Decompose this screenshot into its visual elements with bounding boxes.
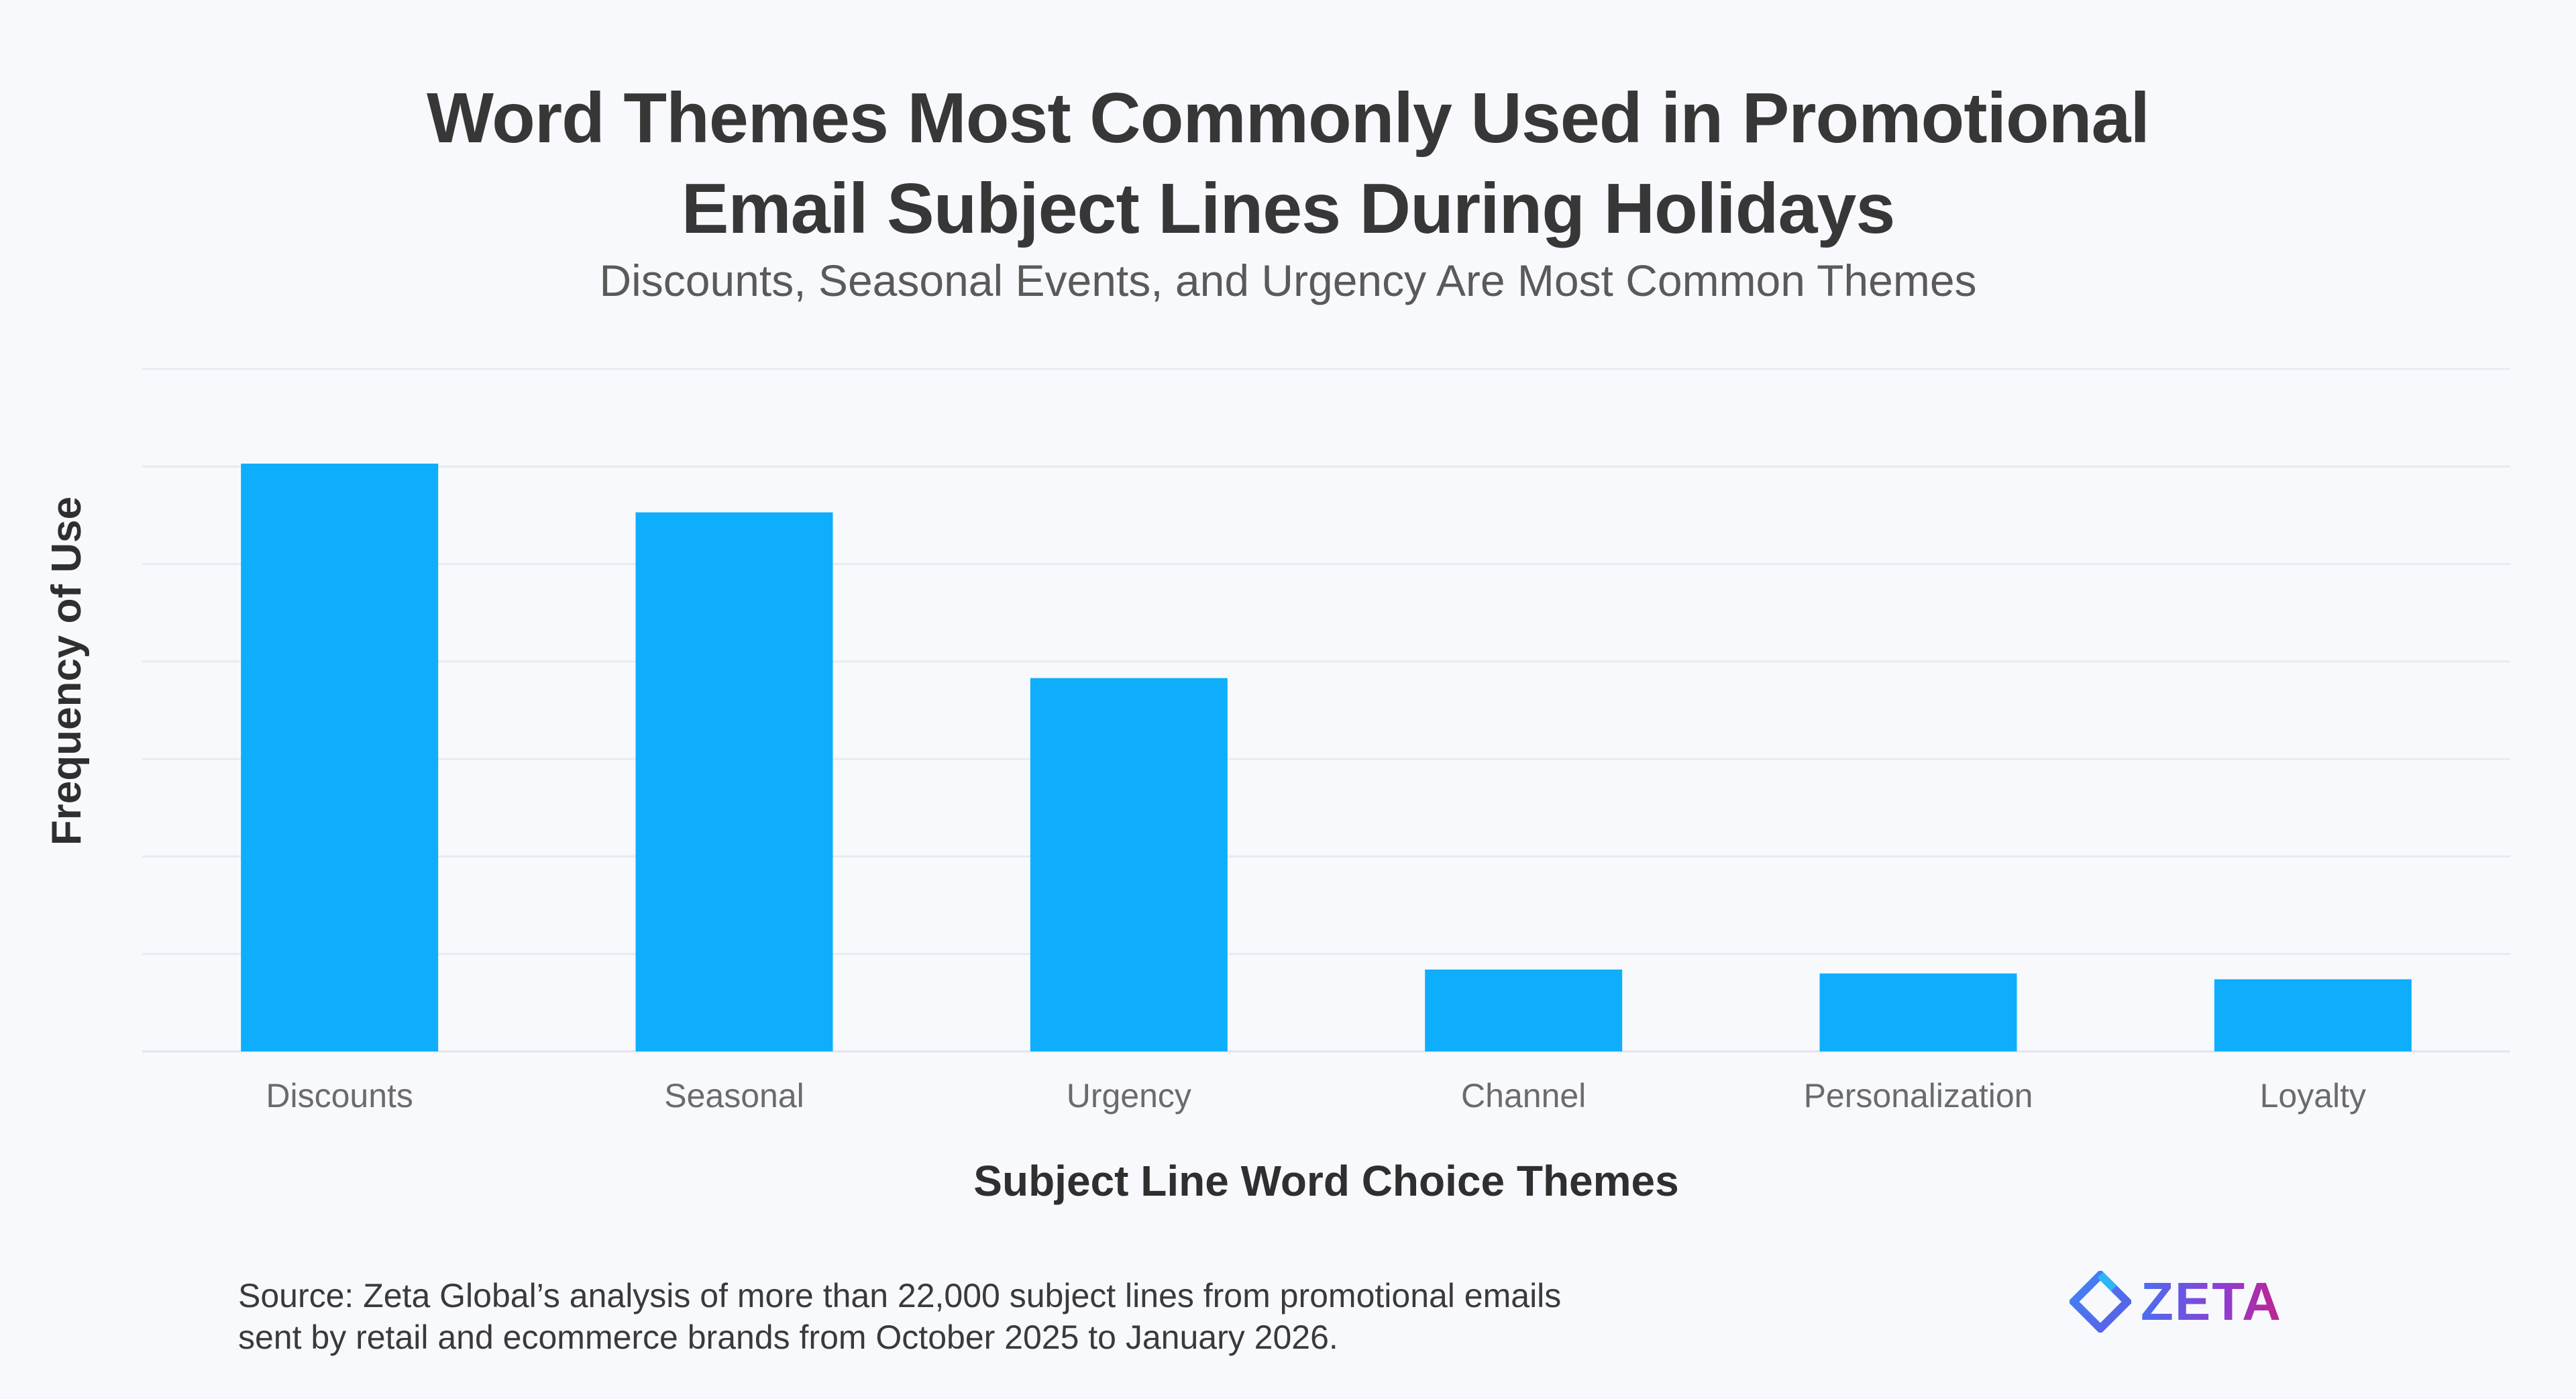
bar-personalization [1819, 973, 2017, 1051]
bar-seasonal [635, 512, 833, 1051]
zeta-logo-text: ZETA [2141, 1268, 2282, 1335]
source-line-1: Source: Zeta Global’s analysis of more t… [238, 1277, 1562, 1314]
chart-title-line-1: Word Themes Most Commonly Used in Promot… [427, 79, 2150, 158]
zeta-logo: ZETA [2070, 1268, 2282, 1335]
x-tick-label-channel: Channel [1461, 1077, 1586, 1115]
chart-subtitle: Discounts, Seasonal Events, and Urgency … [599, 256, 1977, 305]
x-tick-label-personalization: Personalization [1804, 1077, 2033, 1115]
x-axis-label-container: Subject Line Word Choice Themes [142, 1154, 2510, 1208]
y-axis-label: Frequency of Use [44, 496, 90, 846]
x-tick-label-seasonal: Seasonal [664, 1077, 804, 1115]
x-tick-label-urgency: Urgency [1067, 1077, 1191, 1115]
x-tick-label-loyalty: Loyalty [2260, 1077, 2366, 1115]
bar-loyalty [2214, 979, 2412, 1051]
bar-discounts [241, 463, 439, 1051]
source-line-2: sent by retail and ecommerce brands from… [238, 1318, 1338, 1356]
chart-title-line-2: Email Subject Lines During Holidays [681, 169, 1896, 248]
x-tick-labels: Discounts Seasonal Urgency Channel Personali… [266, 1077, 2366, 1115]
source-note: Source: Zeta Global’s analysis of more t… [238, 1275, 1561, 1358]
x-axis-label: Subject Line Word Choice Themes [973, 1157, 1679, 1205]
x-tick-label-discounts: Discounts [266, 1077, 413, 1115]
gridlines [142, 368, 2510, 1053]
bar-channel [1425, 969, 1623, 1051]
zeta-diamond-icon [2070, 1271, 2131, 1333]
bars [241, 463, 2412, 1051]
bar-urgency [1030, 678, 1228, 1051]
